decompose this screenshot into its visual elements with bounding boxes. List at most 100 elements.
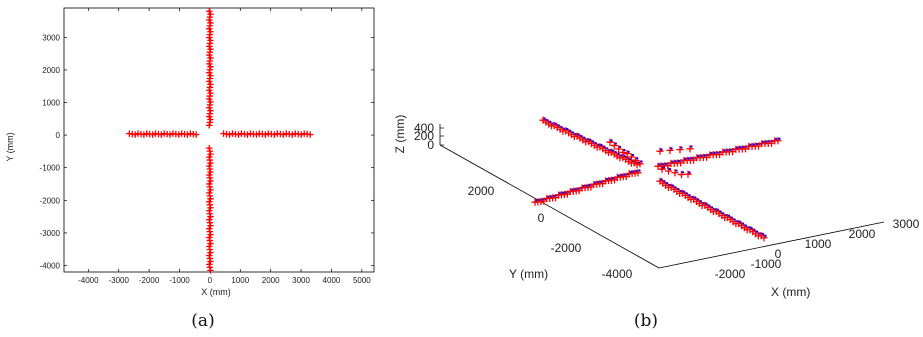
panel-b-reference-point <box>681 171 685 174</box>
panel-b-reference-point <box>610 139 613 142</box>
panel-b-reference-point <box>582 185 585 188</box>
panel-a-measured-point <box>207 204 214 211</box>
panel-a-measured-point <box>140 131 148 138</box>
panel-a-measured-point <box>207 98 214 106</box>
panel-b-reference-point <box>690 145 693 148</box>
panel-b-measured-point <box>666 146 674 154</box>
panel-b-reference-point <box>710 206 714 209</box>
panel-b-reference-point <box>677 159 681 163</box>
panel-a-measured-point <box>207 222 214 229</box>
panel-b-reference-point <box>617 152 620 156</box>
panel-b-reference-point <box>620 173 624 177</box>
panel-b-reference-point <box>535 199 538 202</box>
panel-a-x-tick-label: 0 <box>208 276 213 285</box>
panel-b-reference-point <box>658 163 661 166</box>
panel-b-reference-point <box>548 120 552 124</box>
panel-b-reference-point <box>736 146 739 149</box>
panel-b-reference-point <box>716 151 720 154</box>
panel-a-y-tick-label: 2000 <box>42 66 60 75</box>
panel-b-reference-point <box>674 160 677 163</box>
panel-b-reference-point <box>557 124 560 127</box>
panel-a-measured-point <box>207 249 214 256</box>
panel-b-reference-point <box>722 212 725 215</box>
panel-a-x-tick-label: -2000 <box>139 276 160 285</box>
panel-a-x-tick-label: 3000 <box>292 276 310 285</box>
panel-a-measured-point <box>262 131 269 138</box>
panel-b-reference-point <box>597 181 600 184</box>
panel-b-x-axis-line <box>658 221 885 269</box>
panel-b-reference-point <box>538 198 541 202</box>
panel-b-measured-point <box>610 141 618 150</box>
panel-b-reference-point <box>713 208 717 211</box>
panel-b-y-axis-label: Y (mm) <box>509 267 548 281</box>
panel-b-reference-point <box>688 194 691 197</box>
panel-b-reference-point <box>614 150 617 154</box>
panel-b-measured-point <box>614 145 623 153</box>
panel-b-reference-point <box>546 118 549 122</box>
panel-b-reference-point <box>675 169 678 172</box>
panel-b-reference-point <box>741 222 745 225</box>
panel-b-x-axis-label: X (mm) <box>771 285 810 299</box>
panel-b-measured-point <box>636 160 644 168</box>
panel-a-y-tick-label: -1000 <box>40 164 61 173</box>
panel-b-x-tick-label: 0 <box>775 247 782 261</box>
panel-b-reference-point <box>586 138 589 141</box>
panel-b-reference-point <box>552 194 556 198</box>
panel-b-reference-point <box>677 188 680 191</box>
panel-a-x-tick-label: -4000 <box>78 276 99 285</box>
panel-a-caption: (a) <box>191 311 214 331</box>
panel-a-y-tick-label: 0 <box>56 131 61 140</box>
panel-b-reference-point <box>702 202 705 205</box>
panel-b-reference-point <box>577 133 580 136</box>
panel-a-measured-point <box>158 131 165 138</box>
panel-b-reference-point <box>588 138 592 141</box>
panel-b-reference-point <box>558 192 562 195</box>
panel-a-measured-point <box>207 213 214 220</box>
panel-a-measured-point <box>207 46 214 53</box>
panel-b-reference-point <box>620 154 623 157</box>
panel-b-reference-point <box>768 140 771 143</box>
panel-b-reference-point <box>594 141 597 145</box>
panel-a-measured-point <box>207 258 214 265</box>
panel-a-y-ticks: -4000 -3000 -2000 -1000 0 1000 2000 3000 <box>40 33 374 270</box>
panel-a-x-axis-label: X (mm) <box>201 287 231 297</box>
panel-b-measured-point <box>671 169 679 177</box>
panel-b-reference-point <box>665 182 669 185</box>
panel-b-reference-point <box>755 230 759 233</box>
panel-b-z-tick-label: 400 <box>414 121 434 135</box>
panel-b-reference-point <box>690 156 694 160</box>
panel-b-reference-point <box>762 140 765 144</box>
panel-a-measured-point <box>207 10 214 18</box>
panel-b-measured-point <box>677 170 686 179</box>
panel-b-reference-point <box>541 198 544 201</box>
panel-b-reference-point <box>628 157 632 161</box>
panel-b-reference-point <box>551 122 555 125</box>
panel-a-x-tick-label: 2000 <box>262 276 280 285</box>
panel-b-reference-point <box>758 232 762 235</box>
panel-b-reference-point <box>566 127 569 131</box>
panel-a-points <box>126 8 314 274</box>
panel-b-reference-point <box>753 228 756 231</box>
panel-b-reference-point <box>635 169 638 173</box>
panel-b-y-tick-label: -4000 <box>602 267 633 281</box>
panel-b-reference-point <box>594 181 597 184</box>
panel-a-y-tick-label: -4000 <box>40 261 61 270</box>
panel-a-measured-point <box>298 131 305 138</box>
panel-b-x-tick-label: 3000 <box>893 217 920 231</box>
panel-b-reference-point <box>568 129 572 133</box>
panel-b-reference-point <box>627 150 630 154</box>
panel-b-reference-point <box>688 171 691 174</box>
panel-a-axes-frame <box>63 7 375 273</box>
panel-b-reference-point <box>708 204 711 207</box>
panel-b-reference-point <box>730 216 733 219</box>
panel-b-reference-point <box>752 143 755 146</box>
panel-a-x-tick-label: 4000 <box>323 276 341 285</box>
panel-b-reference-point <box>668 167 672 171</box>
panel-a-measured-point <box>149 131 156 138</box>
panel-b-measured-point <box>634 169 642 177</box>
panel-a-measured-point <box>207 267 214 274</box>
panel-b-measured-point <box>760 234 768 242</box>
panel-b-reference-point <box>605 178 609 181</box>
panel-b-reference-point <box>623 173 626 176</box>
